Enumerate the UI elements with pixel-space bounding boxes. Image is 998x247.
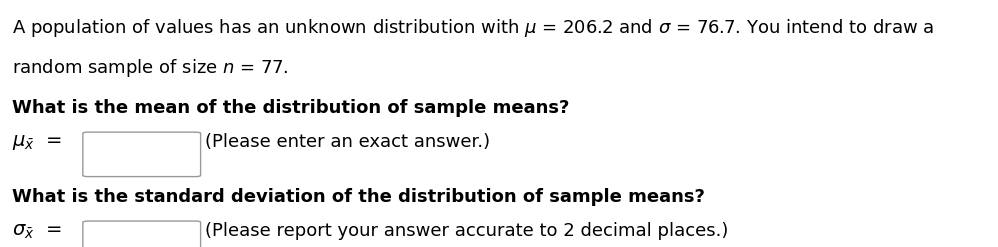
Text: $\mu_{\bar{x}}$  =: $\mu_{\bar{x}}$ = — [12, 133, 62, 152]
Text: (Please report your answer accurate to 2 decimal places.): (Please report your answer accurate to 2… — [205, 222, 728, 240]
Text: A population of values has an unknown distribution with $\mu$ = 206.2 and $\sigm: A population of values has an unknown di… — [12, 17, 934, 39]
Text: What is the mean of the distribution of sample means?: What is the mean of the distribution of … — [12, 99, 569, 117]
Text: $\sigma_{\bar{x}}$  =: $\sigma_{\bar{x}}$ = — [12, 222, 62, 241]
FancyBboxPatch shape — [83, 132, 201, 177]
Text: What is the standard deviation of the distribution of sample means?: What is the standard deviation of the di… — [12, 188, 705, 206]
Text: (Please enter an exact answer.): (Please enter an exact answer.) — [205, 133, 490, 151]
FancyBboxPatch shape — [83, 221, 201, 247]
Text: random sample of size $n$ = 77.: random sample of size $n$ = 77. — [12, 57, 288, 79]
